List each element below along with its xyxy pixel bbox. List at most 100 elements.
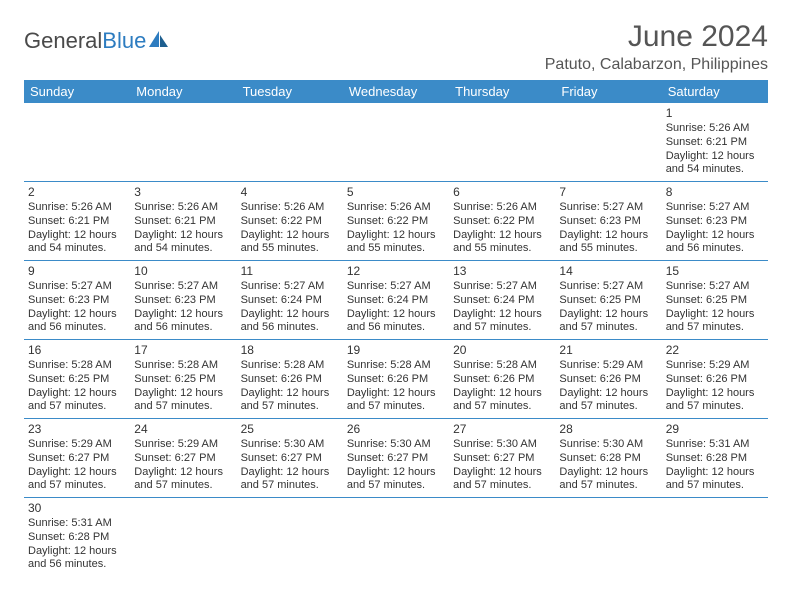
- day-number: 10: [134, 264, 232, 279]
- sunset-text: Sunset: 6:21 PM: [134, 215, 232, 229]
- daylight-text: Daylight: 12 hours and 54 minutes.: [28, 229, 126, 257]
- sunrise-text: Sunrise: 5:26 AM: [666, 122, 764, 136]
- daylight-text: Daylight: 12 hours and 56 minutes.: [666, 229, 764, 257]
- page-title: June 2024: [545, 20, 768, 54]
- calendar-day-cell: 8Sunrise: 5:27 AMSunset: 6:23 PMDaylight…: [662, 182, 768, 261]
- calendar-body: 1Sunrise: 5:26 AMSunset: 6:21 PMDaylight…: [24, 103, 768, 576]
- calendar-empty-cell: [130, 103, 236, 182]
- calendar-day-cell: 5Sunrise: 5:26 AMSunset: 6:22 PMDaylight…: [343, 182, 449, 261]
- day-number: 19: [347, 343, 445, 358]
- calendar-day-cell: 13Sunrise: 5:27 AMSunset: 6:24 PMDayligh…: [449, 261, 555, 340]
- day-number: 23: [28, 422, 126, 437]
- sunset-text: Sunset: 6:27 PM: [28, 452, 126, 466]
- calendar-day-cell: 27Sunrise: 5:30 AMSunset: 6:27 PMDayligh…: [449, 419, 555, 498]
- sunrise-text: Sunrise: 5:27 AM: [666, 201, 764, 215]
- calendar-day-cell: 15Sunrise: 5:27 AMSunset: 6:25 PMDayligh…: [662, 261, 768, 340]
- day-number: 3: [134, 185, 232, 200]
- column-header: Monday: [130, 80, 236, 103]
- sunset-text: Sunset: 6:27 PM: [134, 452, 232, 466]
- daylight-text: Daylight: 12 hours and 57 minutes.: [559, 387, 657, 415]
- daylight-text: Daylight: 12 hours and 54 minutes.: [134, 229, 232, 257]
- daylight-text: Daylight: 12 hours and 54 minutes.: [666, 150, 764, 178]
- sunset-text: Sunset: 6:23 PM: [559, 215, 657, 229]
- daylight-text: Daylight: 12 hours and 57 minutes.: [666, 466, 764, 494]
- daylight-text: Daylight: 12 hours and 56 minutes.: [241, 308, 339, 336]
- calendar-day-cell: 26Sunrise: 5:30 AMSunset: 6:27 PMDayligh…: [343, 419, 449, 498]
- calendar-day-cell: 14Sunrise: 5:27 AMSunset: 6:25 PMDayligh…: [555, 261, 661, 340]
- daylight-text: Daylight: 12 hours and 56 minutes.: [28, 308, 126, 336]
- sunrise-text: Sunrise: 5:31 AM: [666, 438, 764, 452]
- day-number: 25: [241, 422, 339, 437]
- calendar-week-row: 2Sunrise: 5:26 AMSunset: 6:21 PMDaylight…: [24, 182, 768, 261]
- calendar-day-cell: 20Sunrise: 5:28 AMSunset: 6:26 PMDayligh…: [449, 340, 555, 419]
- calendar-day-cell: 11Sunrise: 5:27 AMSunset: 6:24 PMDayligh…: [237, 261, 343, 340]
- sunset-text: Sunset: 6:23 PM: [28, 294, 126, 308]
- sunrise-text: Sunrise: 5:27 AM: [134, 280, 232, 294]
- daylight-text: Daylight: 12 hours and 57 minutes.: [28, 387, 126, 415]
- sunrise-text: Sunrise: 5:30 AM: [453, 438, 551, 452]
- daylight-text: Daylight: 12 hours and 57 minutes.: [347, 466, 445, 494]
- day-number: 24: [134, 422, 232, 437]
- calendar-empty-cell: [24, 103, 130, 182]
- sunset-text: Sunset: 6:28 PM: [28, 531, 126, 545]
- calendar-empty-cell: [555, 103, 661, 182]
- sunrise-text: Sunrise: 5:26 AM: [453, 201, 551, 215]
- calendar-day-cell: 28Sunrise: 5:30 AMSunset: 6:28 PMDayligh…: [555, 419, 661, 498]
- sunset-text: Sunset: 6:26 PM: [559, 373, 657, 387]
- daylight-text: Daylight: 12 hours and 57 minutes.: [28, 466, 126, 494]
- sunset-text: Sunset: 6:24 PM: [241, 294, 339, 308]
- sunrise-text: Sunrise: 5:26 AM: [134, 201, 232, 215]
- daylight-text: Daylight: 12 hours and 55 minutes.: [453, 229, 551, 257]
- sunset-text: Sunset: 6:25 PM: [134, 373, 232, 387]
- sunrise-text: Sunrise: 5:27 AM: [453, 280, 551, 294]
- day-number: 28: [559, 422, 657, 437]
- day-number: 4: [241, 185, 339, 200]
- daylight-text: Daylight: 12 hours and 57 minutes.: [453, 308, 551, 336]
- title-block: June 2024 Patuto, Calabarzon, Philippine…: [545, 20, 768, 74]
- calendar-day-cell: 19Sunrise: 5:28 AMSunset: 6:26 PMDayligh…: [343, 340, 449, 419]
- calendar-day-cell: 9Sunrise: 5:27 AMSunset: 6:23 PMDaylight…: [24, 261, 130, 340]
- calendar-day-cell: 23Sunrise: 5:29 AMSunset: 6:27 PMDayligh…: [24, 419, 130, 498]
- sunrise-text: Sunrise: 5:27 AM: [347, 280, 445, 294]
- column-header: Saturday: [662, 80, 768, 103]
- daylight-text: Daylight: 12 hours and 56 minutes.: [28, 545, 126, 573]
- sunset-text: Sunset: 6:27 PM: [241, 452, 339, 466]
- calendar-day-cell: 16Sunrise: 5:28 AMSunset: 6:25 PMDayligh…: [24, 340, 130, 419]
- column-header: Tuesday: [237, 80, 343, 103]
- day-number: 16: [28, 343, 126, 358]
- day-number: 9: [28, 264, 126, 279]
- sunrise-text: Sunrise: 5:28 AM: [453, 359, 551, 373]
- daylight-text: Daylight: 12 hours and 57 minutes.: [453, 387, 551, 415]
- calendar-header-row: SundayMondayTuesdayWednesdayThursdayFrid…: [24, 80, 768, 103]
- calendar-day-cell: 24Sunrise: 5:29 AMSunset: 6:27 PMDayligh…: [130, 419, 236, 498]
- sunrise-text: Sunrise: 5:28 AM: [241, 359, 339, 373]
- calendar-empty-cell: [449, 498, 555, 577]
- sunset-text: Sunset: 6:21 PM: [28, 215, 126, 229]
- sail-icon: [148, 28, 170, 54]
- sunset-text: Sunset: 6:27 PM: [453, 452, 551, 466]
- daylight-text: Daylight: 12 hours and 56 minutes.: [134, 308, 232, 336]
- sunrise-text: Sunrise: 5:29 AM: [134, 438, 232, 452]
- day-number: 15: [666, 264, 764, 279]
- day-number: 26: [347, 422, 445, 437]
- sunset-text: Sunset: 6:26 PM: [453, 373, 551, 387]
- daylight-text: Daylight: 12 hours and 55 minutes.: [559, 229, 657, 257]
- sunrise-text: Sunrise: 5:28 AM: [28, 359, 126, 373]
- sunset-text: Sunset: 6:27 PM: [347, 452, 445, 466]
- sunset-text: Sunset: 6:22 PM: [347, 215, 445, 229]
- calendar-empty-cell: [555, 498, 661, 577]
- sunset-text: Sunset: 6:22 PM: [453, 215, 551, 229]
- column-header: Wednesday: [343, 80, 449, 103]
- day-number: 12: [347, 264, 445, 279]
- sunrise-text: Sunrise: 5:27 AM: [28, 280, 126, 294]
- calendar-day-cell: 12Sunrise: 5:27 AMSunset: 6:24 PMDayligh…: [343, 261, 449, 340]
- calendar-day-cell: 18Sunrise: 5:28 AMSunset: 6:26 PMDayligh…: [237, 340, 343, 419]
- day-number: 6: [453, 185, 551, 200]
- sunrise-text: Sunrise: 5:30 AM: [559, 438, 657, 452]
- sunset-text: Sunset: 6:26 PM: [241, 373, 339, 387]
- day-number: 8: [666, 185, 764, 200]
- location-subtitle: Patuto, Calabarzon, Philippines: [545, 56, 768, 74]
- day-number: 21: [559, 343, 657, 358]
- calendar-day-cell: 2Sunrise: 5:26 AMSunset: 6:21 PMDaylight…: [24, 182, 130, 261]
- daylight-text: Daylight: 12 hours and 57 minutes.: [241, 387, 339, 415]
